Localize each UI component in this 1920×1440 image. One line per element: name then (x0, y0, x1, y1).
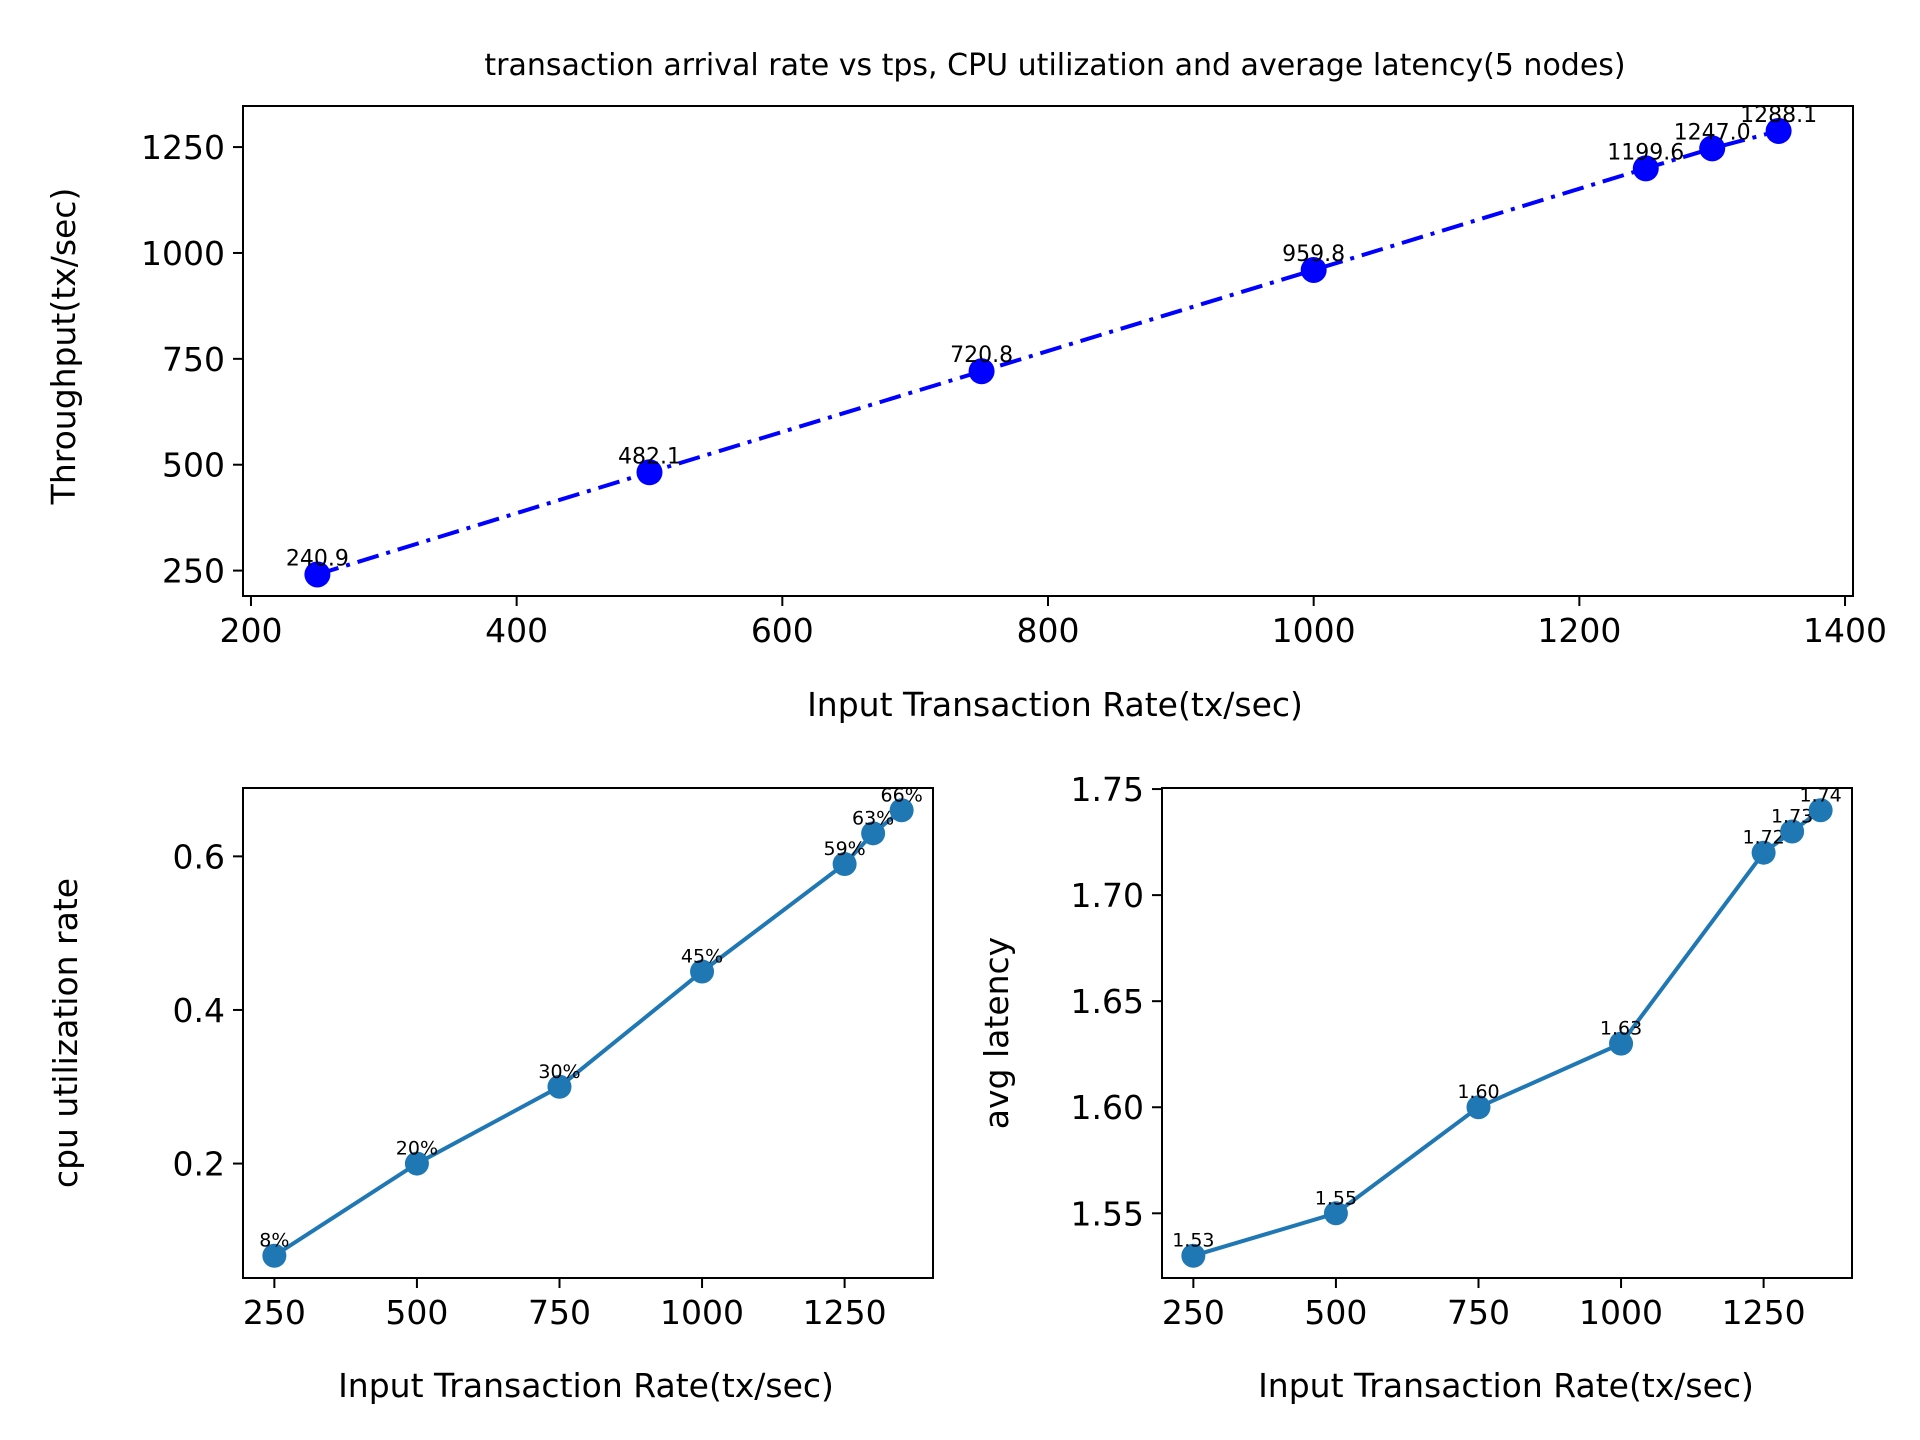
y-tick-label: 250 (162, 552, 225, 591)
x-tick-label: 1400 (1803, 611, 1887, 650)
throughput-panel: transaction arrival rate vs tps, CPU uti… (44, 48, 1887, 724)
data-point (304, 561, 331, 588)
data-point (968, 358, 995, 385)
cpu-plot-area: 250 500 750 1000 1250 0.2 0.4 0.6 8% 20% 30% 45% 59%… (173, 784, 923, 1332)
x-axis-label: Input Transaction Rate(tx/sec) (807, 685, 1303, 724)
series-line (316, 128, 1780, 577)
chart-title: transaction arrival rate vs tps, CPU uti… (484, 48, 1625, 83)
x-tick-label: 1000 (660, 1293, 744, 1332)
plot-frame (242, 105, 1854, 597)
x-tick-label: 400 (485, 611, 548, 650)
data-label: 1.63 (1600, 1018, 1642, 1040)
y-tick-label: 1.60 (1071, 1088, 1144, 1127)
x-tick-label: 750 (1447, 1293, 1510, 1332)
y-tick-label: 1000 (141, 234, 225, 273)
x-tick-label: 250 (243, 1293, 306, 1332)
y-tick-label: 1.75 (1071, 770, 1144, 809)
data-label: 1.53 (1172, 1230, 1214, 1252)
y-tick-label: 500 (162, 446, 225, 485)
data-point (636, 459, 663, 486)
x-tick-label: 600 (751, 611, 814, 650)
data-point (547, 1074, 572, 1099)
data-label: 482.1 (618, 444, 681, 469)
y-tick-label: 0.4 (173, 991, 225, 1030)
data-label: 63% (852, 807, 894, 829)
y-axis-label: cpu utilization rate (46, 878, 85, 1188)
data-label: 1288.1 (1740, 103, 1817, 128)
x-tick-label: 200 (219, 611, 282, 650)
y-tick-label: 0.6 (173, 837, 225, 876)
plot-frame (1161, 787, 1853, 1279)
y-tick-label: 1.55 (1071, 1194, 1144, 1233)
throughput-plot-area: 200 400 600 800 1000 1200 1400 250 500 750 1000 125… (141, 103, 1887, 650)
data-label: 1.73 (1771, 805, 1813, 827)
x-tick-label: 1250 (803, 1293, 887, 1332)
y-tick-label: 0.2 (173, 1145, 225, 1184)
y-axis-label: avg latency (977, 937, 1016, 1129)
data-label: 720.8 (950, 343, 1013, 368)
x-tick-label: 1000 (1579, 1293, 1663, 1332)
data-point (861, 821, 886, 846)
x-axis-label: Input Transaction Rate(tx/sec) (338, 1366, 834, 1405)
data-point (1609, 1031, 1634, 1056)
data-label: 1199.6 (1607, 140, 1684, 165)
data-label: 45% (681, 946, 723, 968)
data-label: 30% (538, 1061, 580, 1083)
data-point (889, 798, 914, 823)
x-tick-label: 750 (528, 1293, 591, 1332)
data-point (1300, 256, 1327, 283)
data-label: 1.55 (1315, 1187, 1357, 1209)
series-line (273, 808, 903, 1258)
data-label: 8% (259, 1230, 289, 1252)
y-tick-label: 1.65 (1071, 982, 1144, 1021)
data-point (1780, 819, 1805, 844)
x-tick-label: 1000 (1272, 611, 1356, 650)
data-point (1181, 1243, 1206, 1268)
data-point (1632, 155, 1659, 182)
y-tick-label: 1250 (141, 128, 225, 167)
data-label: 59% (823, 838, 865, 860)
data-point (1466, 1095, 1491, 1120)
data-point (262, 1243, 287, 1268)
data-label: 1247.0 (1674, 120, 1751, 145)
cpu-panel: Input Transaction Rate(tx/sec) cpu utili… (46, 784, 934, 1405)
data-point (690, 959, 715, 984)
data-label: 959.8 (1282, 242, 1345, 267)
x-tick-label: 500 (385, 1293, 448, 1332)
x-tick-label: 500 (1304, 1293, 1367, 1332)
data-point (1765, 117, 1792, 144)
plot-frame (242, 787, 934, 1279)
y-tick-label: 750 (162, 340, 225, 379)
data-point (404, 1151, 429, 1176)
series-line (1192, 808, 1822, 1258)
data-label: 20% (396, 1138, 438, 1160)
x-tick-label: 250 (1162, 1293, 1225, 1332)
data-label: 1.74 (1799, 784, 1841, 806)
data-point (1323, 1201, 1348, 1226)
data-label: 66% (881, 784, 923, 806)
data-point (1699, 135, 1726, 162)
data-label: 1.60 (1457, 1081, 1499, 1103)
latency-plot-area: 250 500 750 1000 1250 1.55 1.60 1.65 1.70 1.75 1.5… (1071, 770, 1842, 1332)
data-point (1751, 840, 1776, 865)
x-axis-label: Input Transaction Rate(tx/sec) (1258, 1366, 1754, 1405)
latency-panel: Input Transaction Rate(tx/sec) avg laten… (977, 770, 1853, 1405)
data-point (1808, 798, 1833, 823)
y-axis-label: Throughput(tx/sec) (44, 188, 83, 506)
data-point (832, 852, 857, 877)
x-tick-label: 1250 (1722, 1293, 1806, 1332)
x-tick-label: 1200 (1537, 611, 1621, 650)
data-label: 240.9 (286, 546, 349, 571)
y-tick-label: 1.70 (1071, 876, 1144, 915)
x-tick-label: 800 (1017, 611, 1080, 650)
data-label: 1.72 (1742, 827, 1784, 849)
